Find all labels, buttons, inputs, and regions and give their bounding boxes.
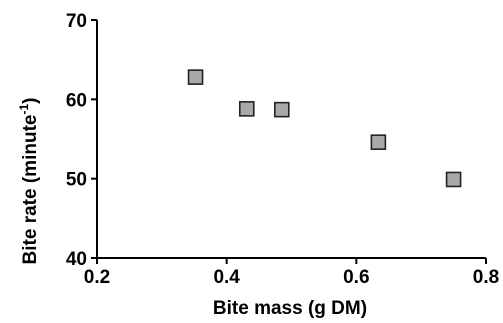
y-tick-label: 60: [66, 90, 87, 111]
data-point: [370, 134, 387, 150]
y-tick-label: 50: [66, 170, 87, 191]
y-axis-title-main: Bite rate (minute: [20, 115, 41, 265]
data-point: [238, 101, 255, 117]
y-axis-title-superscript: -1: [17, 104, 31, 115]
ticks: 0.2 0.4 0.6 0.8 40 50 60 70: [66, 11, 499, 288]
x-tick-label: 0.8: [473, 267, 499, 288]
y-axis-title: Bite rate (minute-1): [17, 98, 41, 265]
x-axis-title: Bite mass (g DM): [213, 298, 367, 319]
y-axis-title-close: ): [20, 98, 41, 104]
data-point: [187, 69, 204, 85]
axes: [96, 20, 486, 259]
x-tick-label: 0.6: [343, 267, 369, 288]
y-tick-label: 70: [66, 11, 87, 32]
y-tick-label: 40: [66, 249, 87, 270]
data-points: [187, 69, 462, 188]
data-point: [273, 101, 290, 118]
x-tick-label: 0.2: [84, 267, 110, 288]
x-tick-label: 0.4: [213, 267, 240, 288]
data-point: [445, 171, 462, 188]
